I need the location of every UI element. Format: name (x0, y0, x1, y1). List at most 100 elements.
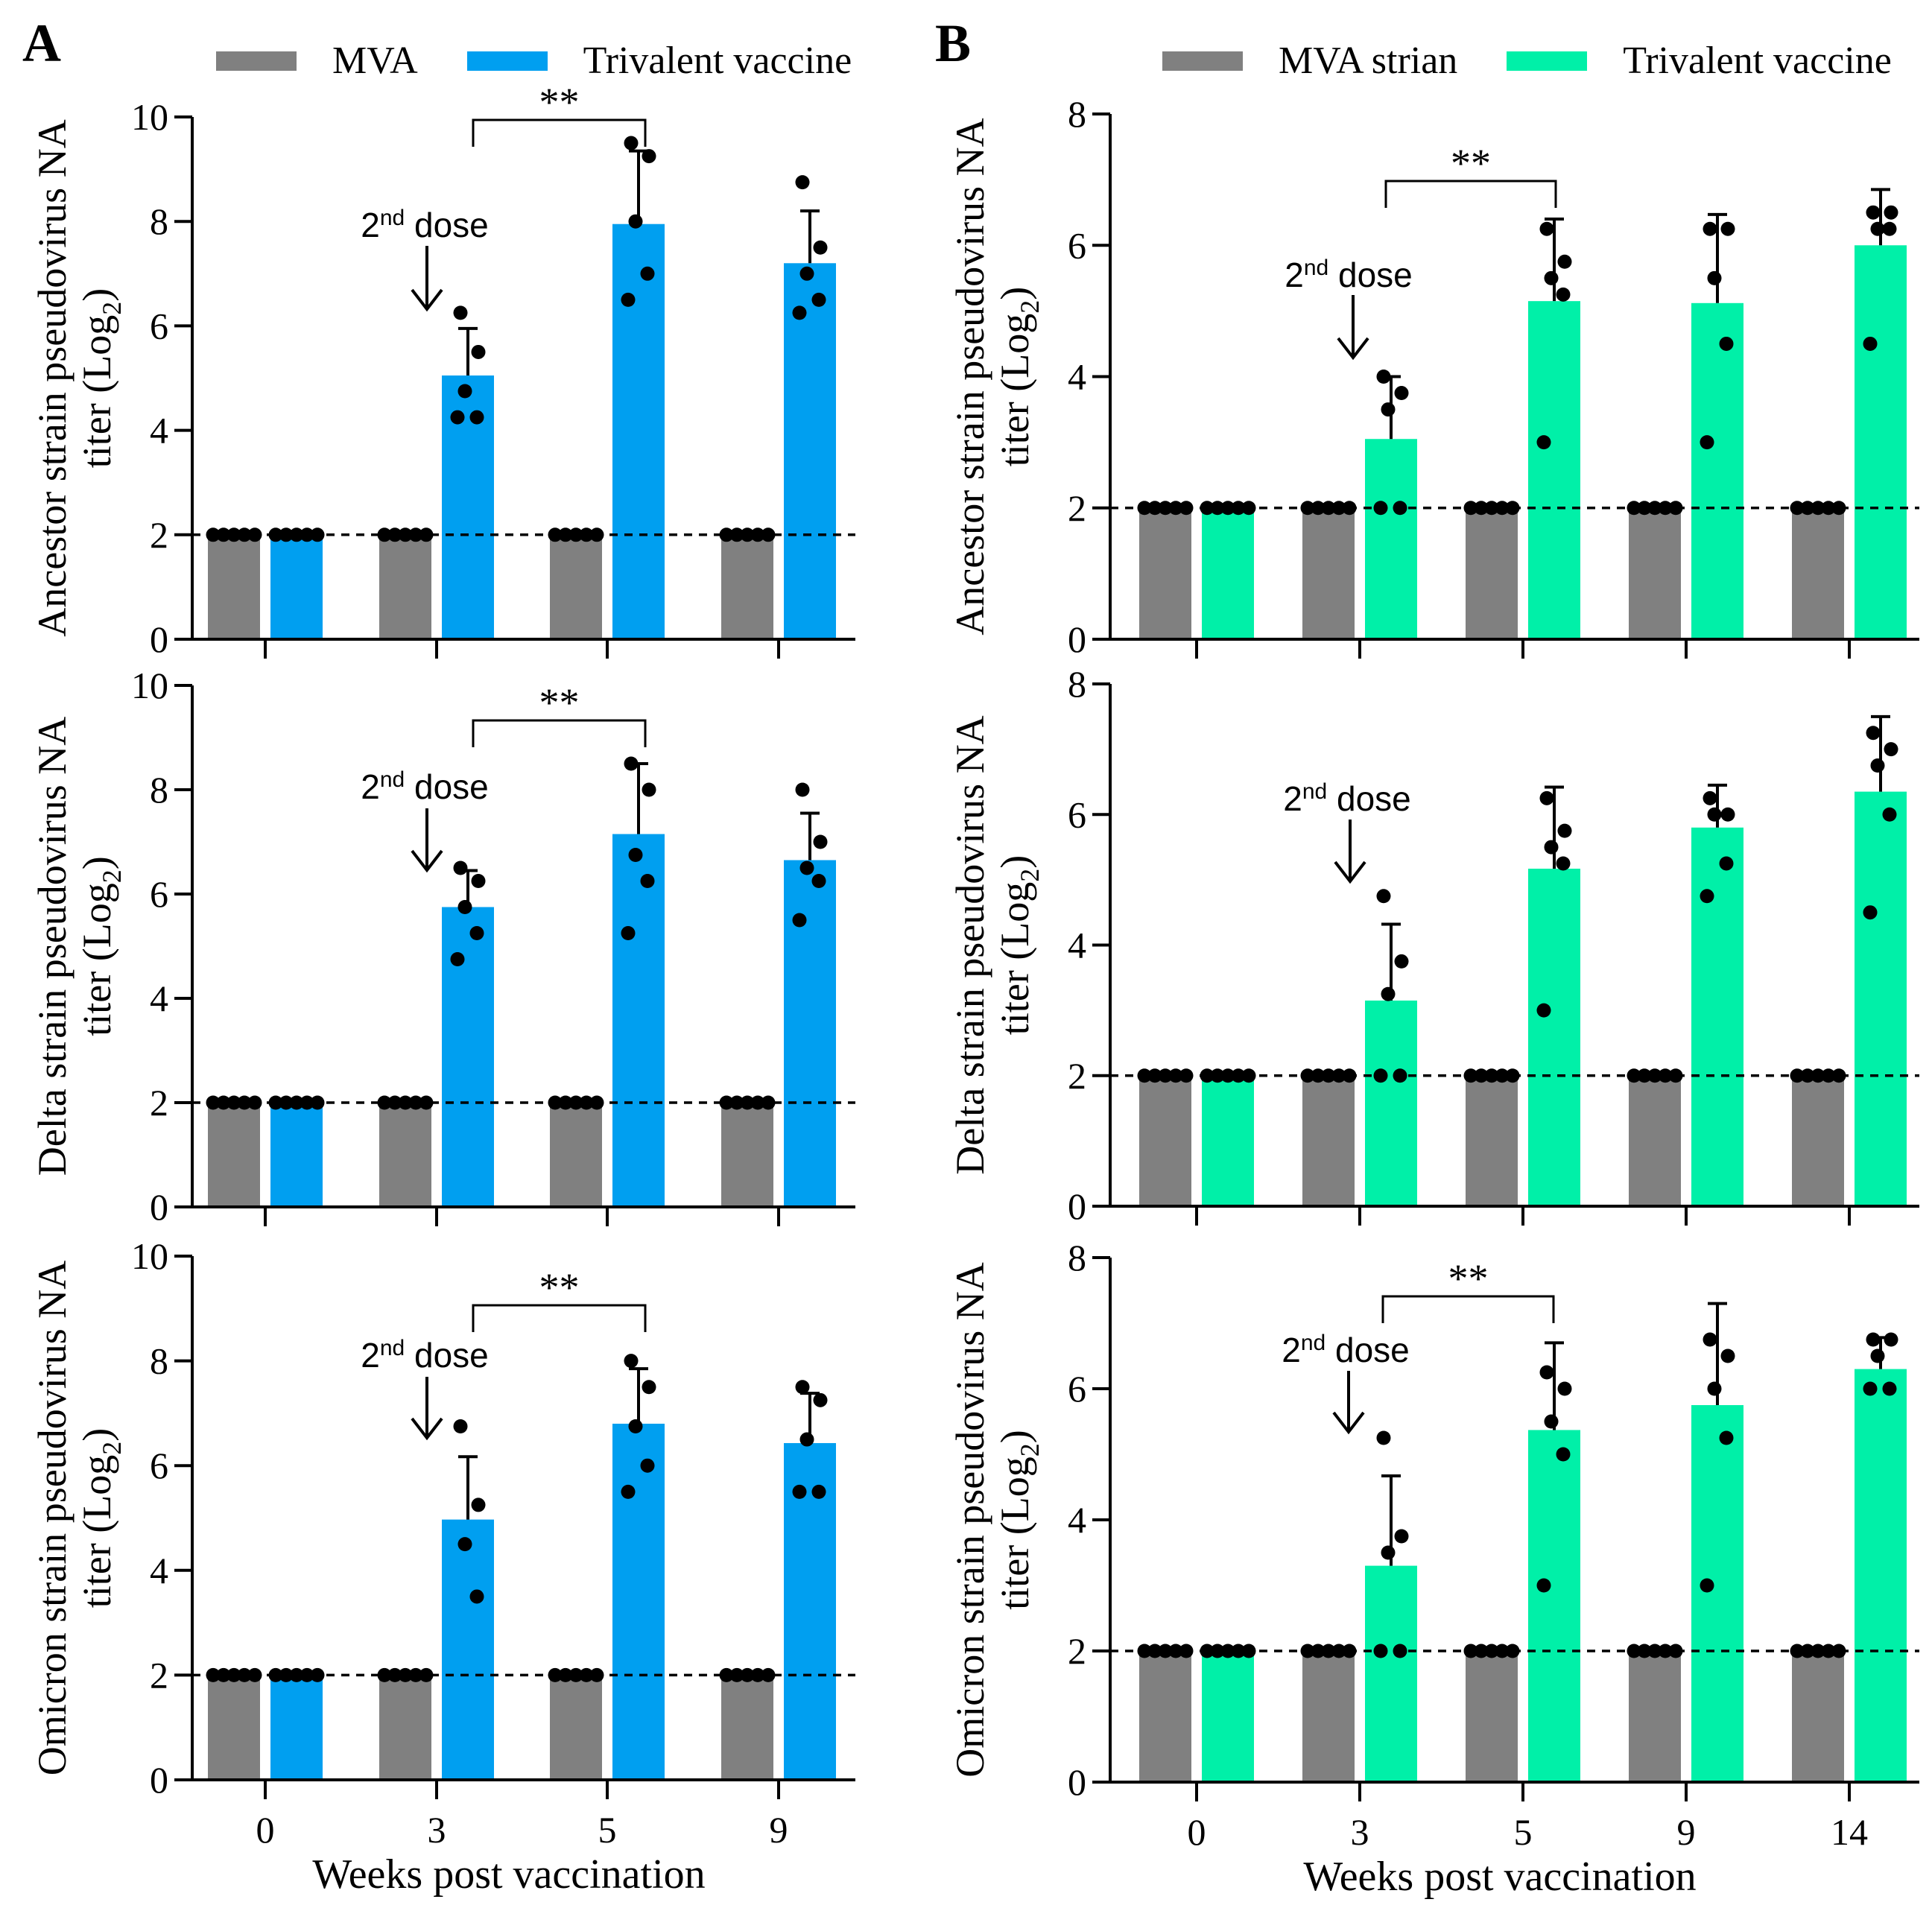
dose-label-number: 2 (361, 206, 380, 244)
bar-vaccine-0 (1202, 1651, 1254, 1782)
dose-arrow-head (1334, 860, 1366, 884)
significance-label: ** (1448, 1256, 1489, 1301)
bar-mva-5 (1466, 507, 1518, 639)
x-tick-label-3: 3 (428, 1809, 446, 1851)
data-point (1484, 1644, 1499, 1658)
data-point (300, 1095, 314, 1110)
data-point (811, 1484, 826, 1499)
dose-label-superscript: nd (380, 767, 405, 792)
data-point (453, 860, 468, 875)
data-point (453, 305, 468, 320)
data-point (1376, 370, 1391, 384)
y-tick-label: 6 (150, 873, 168, 915)
data-point (1703, 1332, 1717, 1347)
data-point (419, 527, 434, 542)
data-point (1863, 1381, 1878, 1396)
data-point (1703, 221, 1717, 236)
bar-mva-3 (379, 534, 431, 639)
x-axis-label: Weeks post vaccination (1303, 1854, 1696, 1900)
bar-vaccine-0 (270, 1103, 323, 1207)
bar-mva-5 (550, 1103, 602, 1207)
data-point (1884, 1332, 1898, 1347)
data-point (792, 913, 807, 928)
data-point (1884, 742, 1898, 757)
data-point (1800, 1644, 1815, 1658)
data-point (1884, 205, 1898, 220)
data-point (1831, 1068, 1846, 1083)
bar-vaccine-0 (270, 534, 323, 639)
data-point (457, 384, 472, 399)
data-point (227, 1095, 241, 1110)
data-point (719, 1667, 734, 1682)
x-axis-label: Weeks post vaccination (312, 1851, 705, 1898)
x-tick-label-9: 9 (770, 1809, 788, 1851)
dose-label: 2nd dose (1283, 779, 1411, 818)
data-point (1637, 1644, 1652, 1658)
data-point (1870, 758, 1885, 773)
data-point (469, 410, 484, 425)
data-point (628, 1419, 643, 1433)
data-point (227, 1667, 241, 1682)
data-point (1231, 501, 1246, 516)
bar-mva-3 (1302, 1651, 1355, 1782)
y-axis-label-close: ) (75, 1428, 119, 1442)
data-point (1831, 1644, 1846, 1658)
chart-b1: 0 2 4 6 8 Ancestor strain pseudovirus NA titer… (948, 93, 1919, 660)
data-point (1800, 501, 1815, 516)
bar-vaccine-14 (1855, 1369, 1907, 1782)
y-tick-label: 6 (150, 305, 168, 346)
data-point (1720, 1348, 1735, 1363)
data-point (1321, 1644, 1336, 1658)
dose-label: 2nd dose (361, 767, 489, 806)
legend-b-vaccine-swatch (1507, 51, 1588, 71)
significance-bracket (1384, 180, 1557, 208)
data-point (377, 1667, 392, 1682)
data-point (1539, 1365, 1554, 1380)
bar-mva-9 (1629, 1075, 1681, 1206)
data-point (300, 1667, 314, 1682)
data-point (628, 848, 643, 862)
data-point (1700, 1578, 1714, 1593)
x-tick-label-3: 3 (1351, 1811, 1369, 1853)
data-point (419, 1095, 434, 1110)
data-point (621, 1484, 636, 1499)
data-point (628, 214, 643, 229)
bar-vaccine-3 (1365, 439, 1417, 639)
data-point (568, 527, 583, 542)
data-point (471, 874, 486, 888)
data-point (1800, 1068, 1815, 1083)
data-point (1376, 1430, 1391, 1445)
y-axis-label-text: titer (Log (75, 1455, 119, 1608)
data-point (268, 1095, 283, 1110)
legend-a: MVA Trivalent vaccine (216, 39, 852, 83)
y-tick-label: 6 (1068, 224, 1086, 266)
data-point (1668, 1644, 1683, 1658)
data-point (1484, 501, 1499, 516)
data-point (1668, 501, 1683, 516)
data-point (792, 305, 807, 320)
data-point (387, 1095, 402, 1110)
y-tick-label: 8 (150, 769, 168, 811)
data-point (469, 1589, 484, 1604)
data-point (761, 1095, 776, 1110)
dose-label-text: dose (405, 1336, 489, 1375)
data-point (1376, 889, 1391, 904)
data-point (387, 1667, 402, 1682)
y-tick-label: 10 (131, 96, 168, 138)
data-point (1474, 1068, 1489, 1083)
bar-mva-0 (208, 1675, 260, 1780)
data-point (1536, 1578, 1551, 1593)
data-point (719, 527, 734, 542)
y-axis-label-text: titer (Log (992, 314, 1037, 466)
bar-mva-5 (1466, 1075, 1518, 1206)
bar-mva-9 (721, 1103, 773, 1207)
bar-vaccine-9 (1691, 1405, 1743, 1782)
y-tick-label: 2 (1068, 487, 1086, 529)
y-tick-label: 0 (150, 1186, 168, 1228)
data-point (453, 1419, 468, 1433)
data-point (568, 1667, 583, 1682)
x-tick-label-14: 14 (1831, 1811, 1868, 1853)
dose-label-number: 2 (361, 767, 380, 806)
y-tick-label: 8 (1068, 1237, 1086, 1278)
